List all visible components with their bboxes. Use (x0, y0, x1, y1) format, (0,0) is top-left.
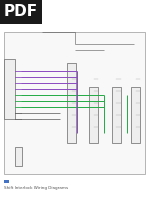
Bar (112, 87, 121, 143)
Bar (89, 87, 98, 143)
Bar (67, 63, 76, 143)
Text: PDF: PDF (4, 4, 38, 19)
Bar (4, 32, 145, 174)
Bar (4, 59, 15, 119)
Bar (0, 0, 42, 24)
Bar (4, 180, 9, 183)
Text: Shift Interlock Wiring Diagrams: Shift Interlock Wiring Diagrams (4, 187, 69, 190)
Bar (15, 147, 22, 166)
Bar (131, 87, 140, 143)
